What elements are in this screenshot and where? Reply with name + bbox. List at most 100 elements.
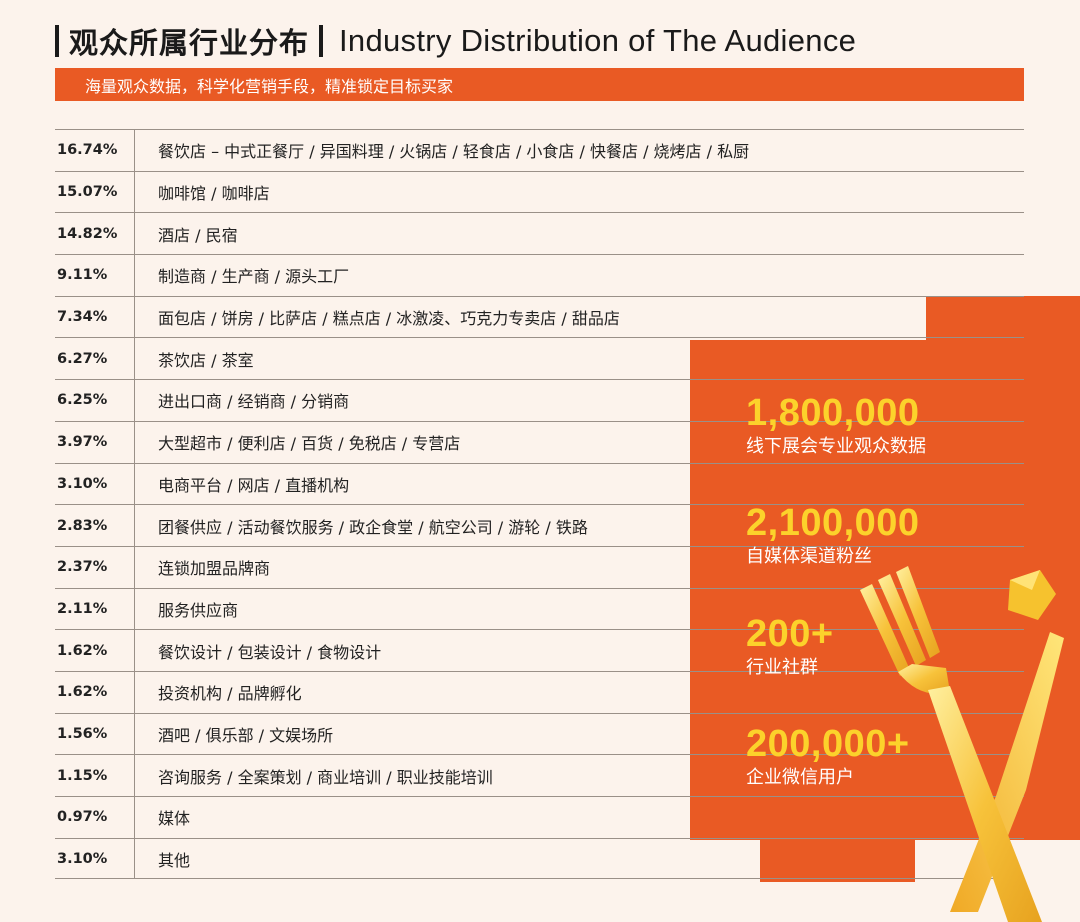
column-divider <box>134 505 135 546</box>
column-divider <box>134 671 135 713</box>
subtitle-banner: 海量观众数据，科学化营销手段，精准锁定目标买家 <box>55 68 1024 101</box>
column-divider <box>134 255 135 296</box>
industry-label: 制造商 / 生产商 / 源头工厂 <box>158 267 350 287</box>
stat-description: 自媒体渠道粉丝 <box>746 546 872 567</box>
percentage-cell: 7.34% <box>57 309 108 326</box>
gem-facet <box>1010 570 1040 590</box>
table-row: 2.11% 服务供应商 <box>55 587 1024 630</box>
stat-number: 200+ <box>746 613 834 655</box>
subtitle-text: 海量观众数据，科学化营销手段，精准锁定目标买家 <box>85 76 454 96</box>
table-row: 6.27% 茶饮店 / 茶室 <box>55 337 1024 380</box>
column-divider <box>134 463 135 505</box>
stat-description: 企业微信用户 <box>746 767 854 788</box>
industry-label: 酒吧 / 俱乐部 / 文娱场所 <box>158 725 334 745</box>
fork-tine <box>860 584 910 676</box>
percentage-cell: 1.56% <box>57 725 108 742</box>
industry-label: 团餐供应 / 活动餐饮服务 / 政企食堂 / 航空公司 / 游轮 / 铁路 <box>158 517 588 537</box>
page-title-en: Industry Distribution of The Audience <box>339 23 857 58</box>
industry-label: 面包店 / 饼房 / 比萨店 / 糕点店 / 冰激凌、巧克力专卖店 / 甜品店 <box>158 309 620 329</box>
percentage-cell: 2.37% <box>57 559 108 576</box>
fork-tine <box>878 574 926 666</box>
industry-label: 其他 <box>158 850 191 870</box>
industry-label: 茶饮店 / 茶室 <box>158 350 254 370</box>
stat-wechat-users: 200,000+ 企业微信用户 <box>746 724 910 790</box>
industry-label: 咖啡馆 / 咖啡店 <box>158 184 270 204</box>
page-header: 观众所属行业分布 Industry Distribution of The Au… <box>55 18 856 64</box>
table-row: 6.25% 进出口商 / 经销商 / 分销商 <box>55 379 1024 421</box>
column-divider <box>134 838 135 879</box>
percentage-cell: 6.27% <box>57 350 108 367</box>
column-divider <box>134 755 135 796</box>
percentage-cell: 2.83% <box>57 517 108 534</box>
industry-label: 餐饮店 – 中式正餐厅 / 异国料理 / 火锅店 / 轻食店 / 小食店 / 快… <box>158 142 750 162</box>
industry-label: 电商平台 / 网店 / 直播机构 <box>158 475 350 495</box>
column-divider <box>134 171 135 213</box>
fork-tine <box>896 566 940 658</box>
fork-handle-right <box>950 632 1064 912</box>
column-divider <box>134 713 135 755</box>
table-row: 1.56% 酒吧 / 俱乐部 / 文娱场所 <box>55 712 1024 755</box>
table-row: 2.37% 连锁加盟品牌商 <box>55 545 1024 588</box>
industry-label: 服务供应商 <box>158 600 239 620</box>
stat-number: 200,000+ <box>746 723 910 765</box>
table-row: 2.83% 团餐供应 / 活动餐饮服务 / 政企食堂 / 航空公司 / 游轮 / … <box>55 504 1024 546</box>
stat-communities: 200+ 行业社群 <box>746 614 834 680</box>
percentage-cell: 9.11% <box>57 267 108 284</box>
percentage-cell: 1.15% <box>57 767 108 784</box>
table-row: 16.74% 餐饮店 – 中式正餐厅 / 异国料理 / 火锅店 / 轻食店 / 小… <box>55 129 1024 171</box>
percentage-cell: 6.25% <box>57 392 108 409</box>
column-divider <box>134 380 135 421</box>
page-title-cn: 观众所属行业分布 <box>69 26 310 60</box>
table-row: 3.10% 其他 <box>55 837 1024 880</box>
orange-panel-bottom <box>760 836 915 882</box>
industry-label: 媒体 <box>158 809 191 829</box>
industry-label: 投资机构 / 品牌孵化 <box>158 684 302 704</box>
table-row: 3.10% 电商平台 / 网店 / 直播机构 <box>55 462 1024 505</box>
stat-offline-visitors: 1,800,000 线下展会专业观众数据 <box>746 393 926 459</box>
industry-label: 连锁加盟品牌商 <box>158 559 271 579</box>
stat-description: 线下展会专业观众数据 <box>746 436 926 457</box>
percentage-cell: 2.11% <box>57 600 108 617</box>
industry-label: 酒店 / 民宿 <box>158 225 238 245</box>
percentage-cell: 1.62% <box>57 642 108 659</box>
percentage-cell: 16.74% <box>57 142 118 159</box>
table-row: 7.34% 面包店 / 饼房 / 比萨店 / 糕点店 / 冰激凌、巧克力专卖店 /… <box>55 295 1024 338</box>
column-divider <box>134 588 135 630</box>
column-divider <box>134 130 135 171</box>
column-divider <box>134 630 135 671</box>
title-divider-left <box>55 25 59 57</box>
table-row: 14.82% 酒店 / 民宿 <box>55 212 1024 255</box>
table-row: 1.62% 餐饮设计 / 包装设计 / 食物设计 <box>55 629 1024 671</box>
percentage-cell: 3.10% <box>57 850 108 867</box>
stat-media-fans: 2,100,000 自媒体渠道粉丝 <box>746 503 920 569</box>
column-divider <box>134 546 135 588</box>
table-row: 3.97% 大型超市 / 便利店 / 百货 / 免税店 / 专营店 <box>55 420 1024 463</box>
stat-number: 1,800,000 <box>746 392 920 434</box>
table-row: 0.97% 媒体 <box>55 796 1024 838</box>
fork-icon <box>860 566 1064 922</box>
table-row: 1.15% 咨询服务 / 全案策划 / 商业培训 / 职业技能培训 <box>55 754 1024 796</box>
percentage-cell: 0.97% <box>57 809 108 826</box>
industry-label: 咨询服务 / 全案策划 / 商业培训 / 职业技能培训 <box>158 767 493 787</box>
percentage-cell: 14.82% <box>57 225 118 242</box>
stat-description: 行业社群 <box>746 657 818 678</box>
percentage-cell: 1.62% <box>57 684 108 701</box>
industry-label: 进出口商 / 经销商 / 分销商 <box>158 392 350 412</box>
column-divider <box>134 797 135 838</box>
percentage-cell: 3.10% <box>57 475 108 492</box>
industry-label: 餐饮设计 / 包装设计 / 食物设计 <box>158 642 382 662</box>
table-row: 15.07% 咖啡馆 / 咖啡店 <box>55 170 1024 213</box>
column-divider <box>134 213 135 255</box>
column-divider <box>134 296 135 338</box>
table-row: 1.62% 投资机构 / 品牌孵化 <box>55 670 1024 713</box>
percentage-cell: 15.07% <box>57 184 118 201</box>
column-divider <box>134 421 135 463</box>
table-row: 9.11% 制造商 / 生产商 / 源头工厂 <box>55 254 1024 296</box>
column-divider <box>134 338 135 380</box>
percentage-cell: 3.97% <box>57 434 108 451</box>
industry-label: 大型超市 / 便利店 / 百货 / 免税店 / 专营店 <box>158 434 461 454</box>
title-divider-right <box>319 25 324 57</box>
fork-handle-left <box>928 686 1042 922</box>
industry-table: 16.74% 餐饮店 – 中式正餐厅 / 异国料理 / 火锅店 / 轻食店 / 小… <box>55 129 1024 880</box>
fork-head <box>898 664 950 694</box>
